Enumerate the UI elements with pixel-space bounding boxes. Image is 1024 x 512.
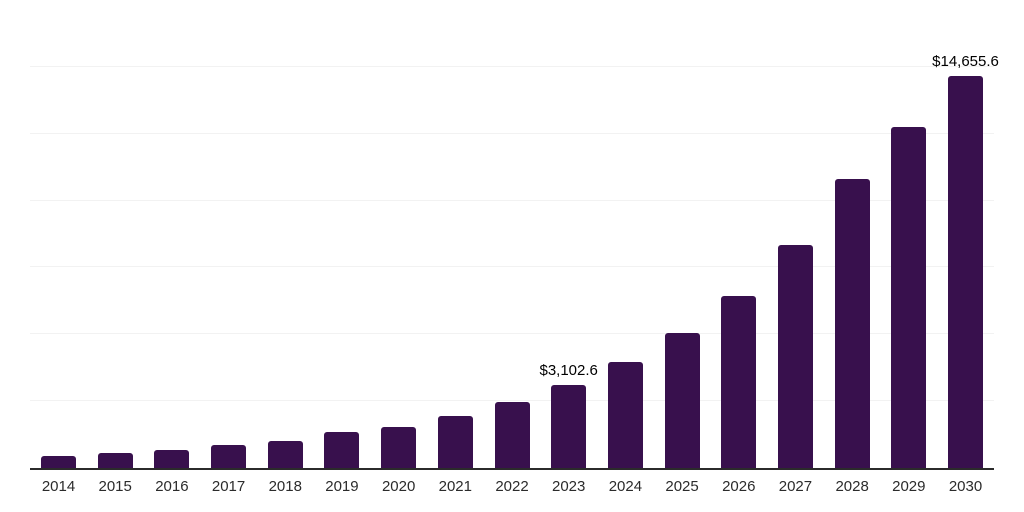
bar-2030: [948, 76, 983, 468]
bars-container: [30, 0, 994, 468]
x-tick-label-2014: 2014: [41, 478, 76, 495]
bar-2025: [664, 333, 700, 468]
x-axis-line: [30, 468, 994, 470]
x-axis-tick-labels: 2014 2015 2016 2017 2018 2019 2020 2021 2022 2023…: [30, 478, 994, 495]
bar-2015: [97, 453, 133, 468]
bar-2017: [211, 445, 247, 468]
bar-2024: [607, 362, 643, 468]
x-tick-label-2024: 2024: [608, 478, 643, 495]
x-tick-label-2027: 2027: [778, 478, 813, 495]
x-tick-label-2017: 2017: [211, 478, 246, 495]
x-tick-label-2023: 2023: [552, 478, 586, 495]
bar-2023: [551, 385, 587, 468]
bar-2019: [324, 432, 360, 468]
gridline: [30, 132, 994, 134]
bar-2021: [437, 415, 473, 468]
x-tick-label-2022: 2022: [495, 478, 529, 495]
x-tick-label-2025: 2025: [665, 478, 699, 495]
bar-2029: [891, 126, 927, 468]
data-label-2030: $14,655.6: [932, 53, 999, 71]
plot-area: $3,102.6 $14,655.6: [30, 0, 999, 470]
bar-2016: [154, 449, 190, 468]
gridline: [30, 266, 994, 268]
x-tick-label-2018: 2018: [268, 478, 302, 495]
x-tick-label-2028: 2028: [835, 478, 869, 495]
x-tick-label-2021: 2021: [438, 478, 472, 495]
bar-2014: [41, 456, 76, 468]
gridline: [30, 65, 994, 67]
bar-2027: [777, 245, 813, 468]
x-tick-label-2015: 2015: [98, 478, 132, 495]
gridline: [30, 333, 994, 335]
bar-2022: [494, 402, 530, 468]
bar-2028: [834, 179, 870, 468]
x-tick-label-2030: 2030: [948, 478, 983, 495]
x-tick-label-2029: 2029: [892, 478, 926, 495]
bar-2020: [381, 426, 417, 468]
bar-2026: [721, 295, 757, 468]
bar-2018: [267, 440, 303, 468]
x-tick-label-2026: 2026: [722, 478, 756, 495]
data-label-2023: $3,102.6: [539, 362, 598, 380]
x-tick-label-2019: 2019: [325, 478, 359, 495]
gridline: [30, 199, 994, 201]
x-tick-label-2020: 2020: [381, 478, 416, 495]
x-tick-label-2016: 2016: [155, 478, 189, 495]
gridline: [30, 400, 994, 402]
